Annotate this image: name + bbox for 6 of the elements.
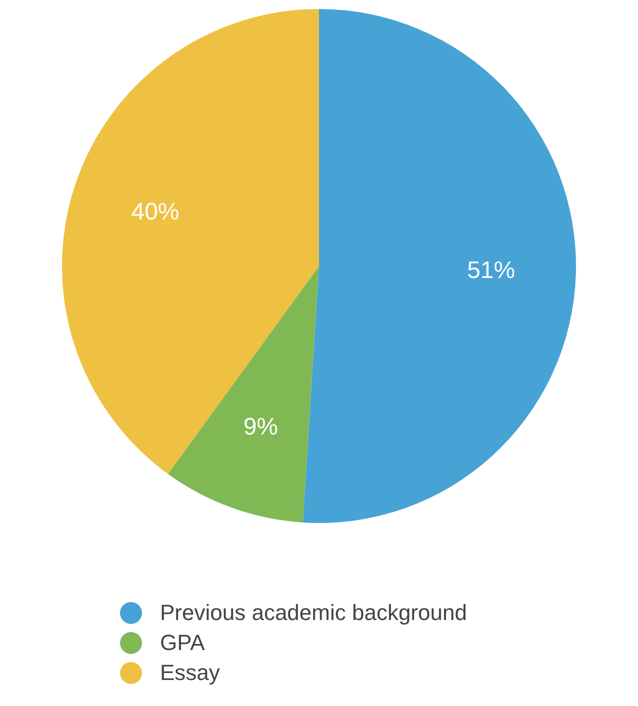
data-label: 51% [467,257,516,284]
data-label: 9% [243,414,278,441]
legend-label: Essay [160,660,220,686]
data-label: 40% [131,198,180,226]
legend-label: Previous academic background [160,600,467,626]
legend-label: GPA [160,630,205,656]
